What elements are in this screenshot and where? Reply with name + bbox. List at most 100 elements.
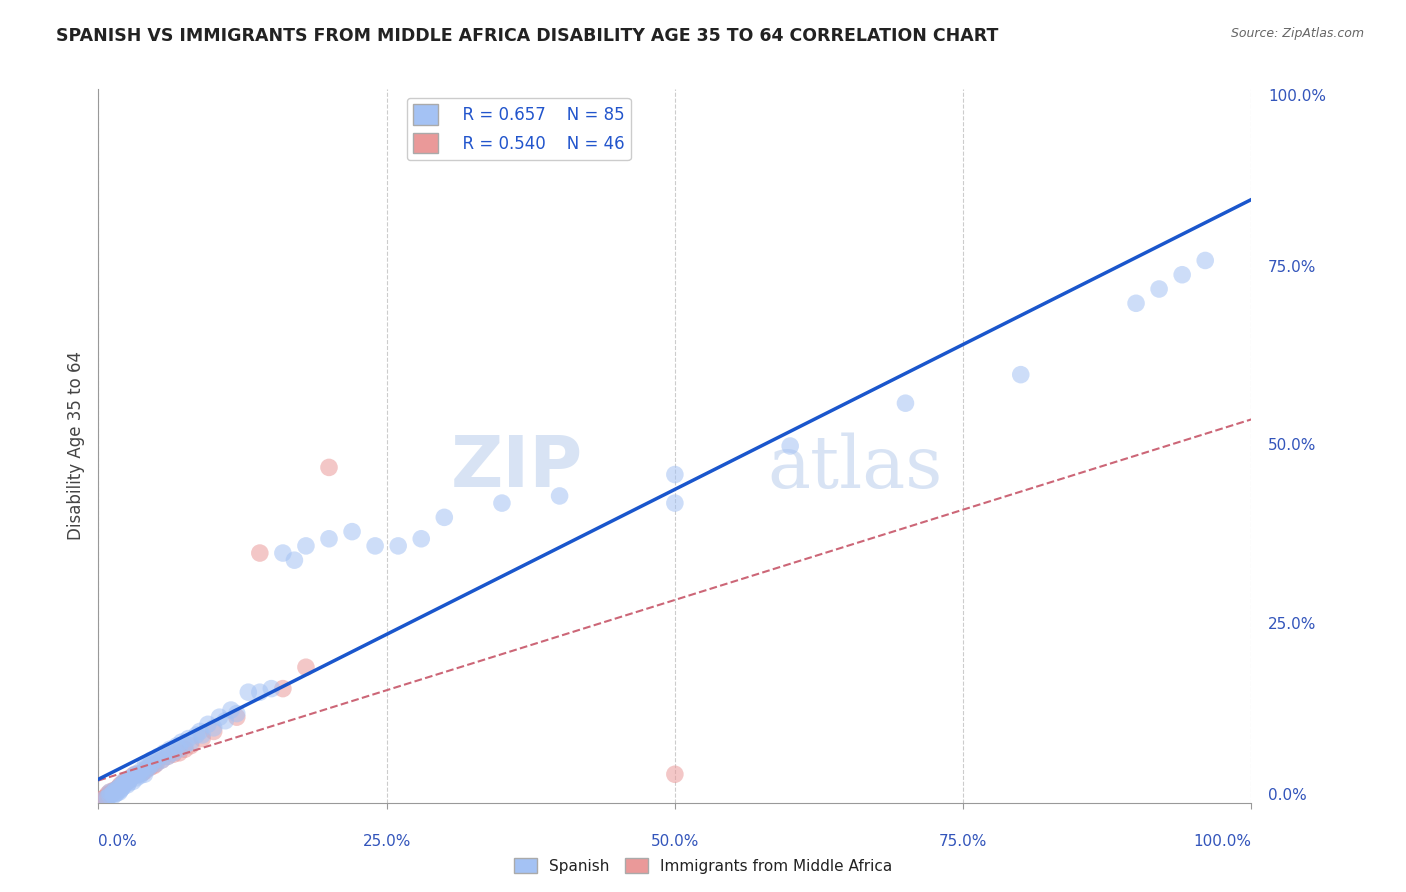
Point — [150, 753, 173, 767]
Point — [139, 758, 162, 772]
Point — [191, 731, 214, 746]
Point — [779, 439, 801, 453]
Point — [283, 553, 305, 567]
Point — [249, 685, 271, 699]
Text: 100.0%: 100.0% — [1268, 89, 1326, 104]
Point — [97, 789, 120, 803]
Point — [411, 532, 433, 546]
Point — [118, 772, 141, 787]
Point — [186, 728, 208, 742]
Y-axis label: Disability Age 35 to 64: Disability Age 35 to 64 — [66, 351, 84, 541]
Point — [238, 685, 260, 699]
Text: 0.0%: 0.0% — [98, 834, 138, 849]
Point — [202, 724, 225, 739]
Point — [318, 460, 340, 475]
Point — [96, 790, 118, 805]
Point — [112, 778, 135, 792]
Point — [112, 774, 135, 789]
Point — [110, 781, 132, 796]
Point — [131, 765, 153, 780]
Point — [141, 753, 163, 767]
Point — [180, 739, 202, 753]
Point — [108, 785, 131, 799]
Point — [150, 753, 173, 767]
Point — [894, 396, 917, 410]
Text: 25.0%: 25.0% — [363, 834, 411, 849]
Point — [131, 765, 153, 780]
Point — [167, 746, 190, 760]
Point — [114, 774, 136, 789]
Point — [111, 780, 134, 794]
Point — [103, 783, 125, 797]
Point — [100, 787, 122, 801]
Point — [94, 790, 117, 805]
Point — [110, 783, 132, 797]
Point — [135, 760, 157, 774]
Text: 25.0%: 25.0% — [1268, 617, 1316, 632]
Point — [153, 746, 176, 760]
Point — [135, 756, 157, 771]
Point — [162, 747, 184, 762]
Point — [156, 749, 179, 764]
Point — [664, 767, 686, 781]
Text: atlas: atlas — [768, 432, 942, 503]
Point — [219, 703, 242, 717]
Point — [142, 758, 165, 772]
Point — [129, 769, 152, 783]
Point — [1171, 268, 1194, 282]
Point — [134, 764, 156, 779]
Point — [548, 489, 571, 503]
Point — [103, 785, 125, 799]
Point — [110, 778, 132, 792]
Point — [105, 786, 128, 800]
Point — [174, 742, 197, 756]
Point — [191, 728, 214, 742]
Point — [208, 710, 231, 724]
Point — [1194, 253, 1216, 268]
Point — [491, 496, 513, 510]
Point — [142, 755, 165, 769]
Point — [117, 778, 138, 792]
Point — [118, 772, 141, 787]
Point — [177, 731, 200, 746]
Point — [101, 786, 124, 800]
Point — [145, 756, 167, 771]
Point — [107, 781, 129, 796]
Point — [97, 790, 120, 805]
Point — [159, 742, 181, 756]
Point — [433, 510, 456, 524]
Point — [114, 776, 136, 790]
Text: 50.0%: 50.0% — [1268, 439, 1316, 453]
Text: 0.0%: 0.0% — [1268, 788, 1308, 803]
Point — [197, 717, 219, 731]
Point — [93, 792, 115, 806]
Point — [214, 714, 236, 728]
Point — [225, 710, 247, 724]
Point — [166, 739, 188, 753]
Point — [98, 785, 121, 799]
Point — [104, 783, 127, 797]
Point — [387, 539, 409, 553]
Point — [145, 756, 167, 771]
Legend:   R = 0.657    N = 85,   R = 0.540    N = 46: R = 0.657 N = 85, R = 0.540 N = 46 — [406, 97, 631, 160]
Text: 50.0%: 50.0% — [651, 834, 699, 849]
Point — [129, 764, 152, 778]
Point — [174, 739, 197, 753]
Point — [260, 681, 283, 696]
Point — [271, 546, 294, 560]
Legend: Spanish, Immigrants from Middle Africa: Spanish, Immigrants from Middle Africa — [508, 852, 898, 880]
Point — [125, 771, 148, 785]
Point — [134, 767, 156, 781]
Point — [202, 721, 225, 735]
Point — [188, 724, 211, 739]
Point — [122, 769, 145, 783]
Point — [110, 778, 132, 792]
Point — [156, 749, 179, 764]
Point — [318, 532, 340, 546]
Text: ZIP: ZIP — [450, 433, 582, 502]
Point — [97, 789, 120, 803]
Point — [98, 789, 121, 803]
Text: SPANISH VS IMMIGRANTS FROM MIDDLE AFRICA DISABILITY AGE 35 TO 64 CORRELATION CHA: SPANISH VS IMMIGRANTS FROM MIDDLE AFRICA… — [56, 27, 998, 45]
Point — [124, 767, 146, 781]
Point — [225, 706, 247, 721]
